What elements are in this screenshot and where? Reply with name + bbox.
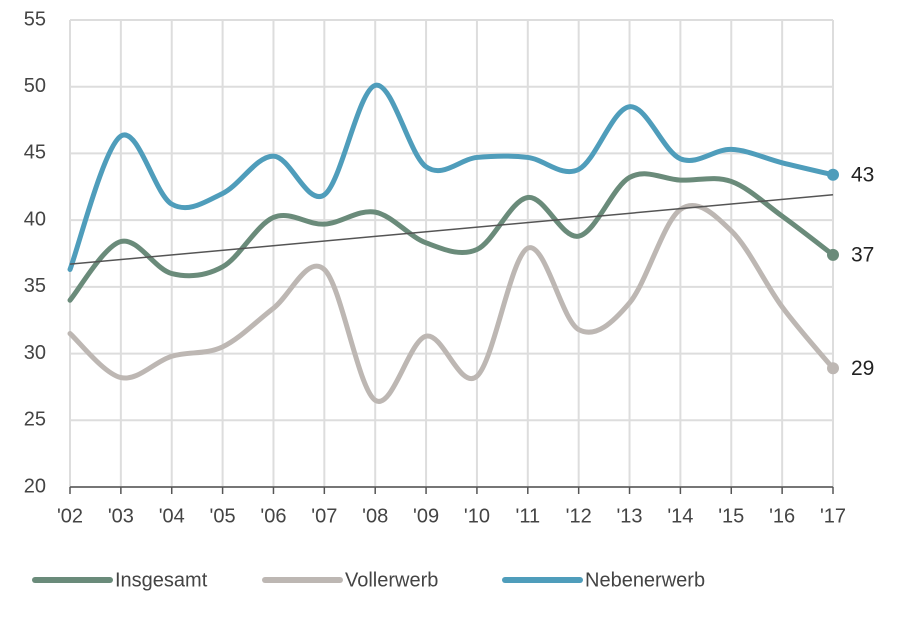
legend-label: Nebenerwerb: [585, 569, 705, 591]
y-tick-label: 25: [24, 409, 46, 431]
x-tick-label: '15: [718, 505, 744, 527]
y-tick-label: 55: [24, 8, 46, 30]
x-tick-label: '02: [57, 505, 83, 527]
x-tick-label: '06: [260, 505, 286, 527]
value-label: 43: [851, 163, 874, 186]
y-tick-label: 40: [24, 208, 46, 230]
x-tick-label: '13: [616, 505, 642, 527]
x-tick-label: '12: [566, 505, 592, 527]
series-line: [67, 202, 836, 404]
x-tick-label: '17: [820, 505, 846, 527]
end-point: [827, 168, 839, 181]
series-line: [67, 82, 836, 273]
y-tick-label: 35: [24, 275, 46, 297]
legend-label: Vollerwerb: [345, 569, 438, 591]
x-tick-label: '09: [413, 505, 439, 527]
y-tick-label: 30: [24, 342, 46, 364]
y-tick-label: 20: [24, 475, 46, 497]
y-tick-label: 50: [24, 75, 46, 97]
value-label: 29: [851, 357, 874, 380]
series-line: [67, 171, 836, 303]
trend-line: [69, 194, 834, 265]
x-tick-label: '05: [210, 505, 236, 527]
x-tick-label: '07: [311, 505, 337, 527]
y-tick-label: 45: [24, 142, 46, 164]
x-tick-label: '10: [464, 505, 490, 527]
end-point: [827, 362, 839, 375]
legend-label: Insgesamt: [115, 569, 208, 591]
value-label: 37: [851, 243, 874, 266]
x-tick-label: '16: [769, 505, 795, 527]
x-tick-label: '03: [108, 505, 134, 527]
x-tick-label: '14: [667, 505, 693, 527]
x-tick-label: '11: [516, 505, 541, 527]
x-tick-label: '04: [159, 505, 185, 527]
x-tick-label: '08: [362, 505, 388, 527]
end-point: [827, 248, 839, 261]
